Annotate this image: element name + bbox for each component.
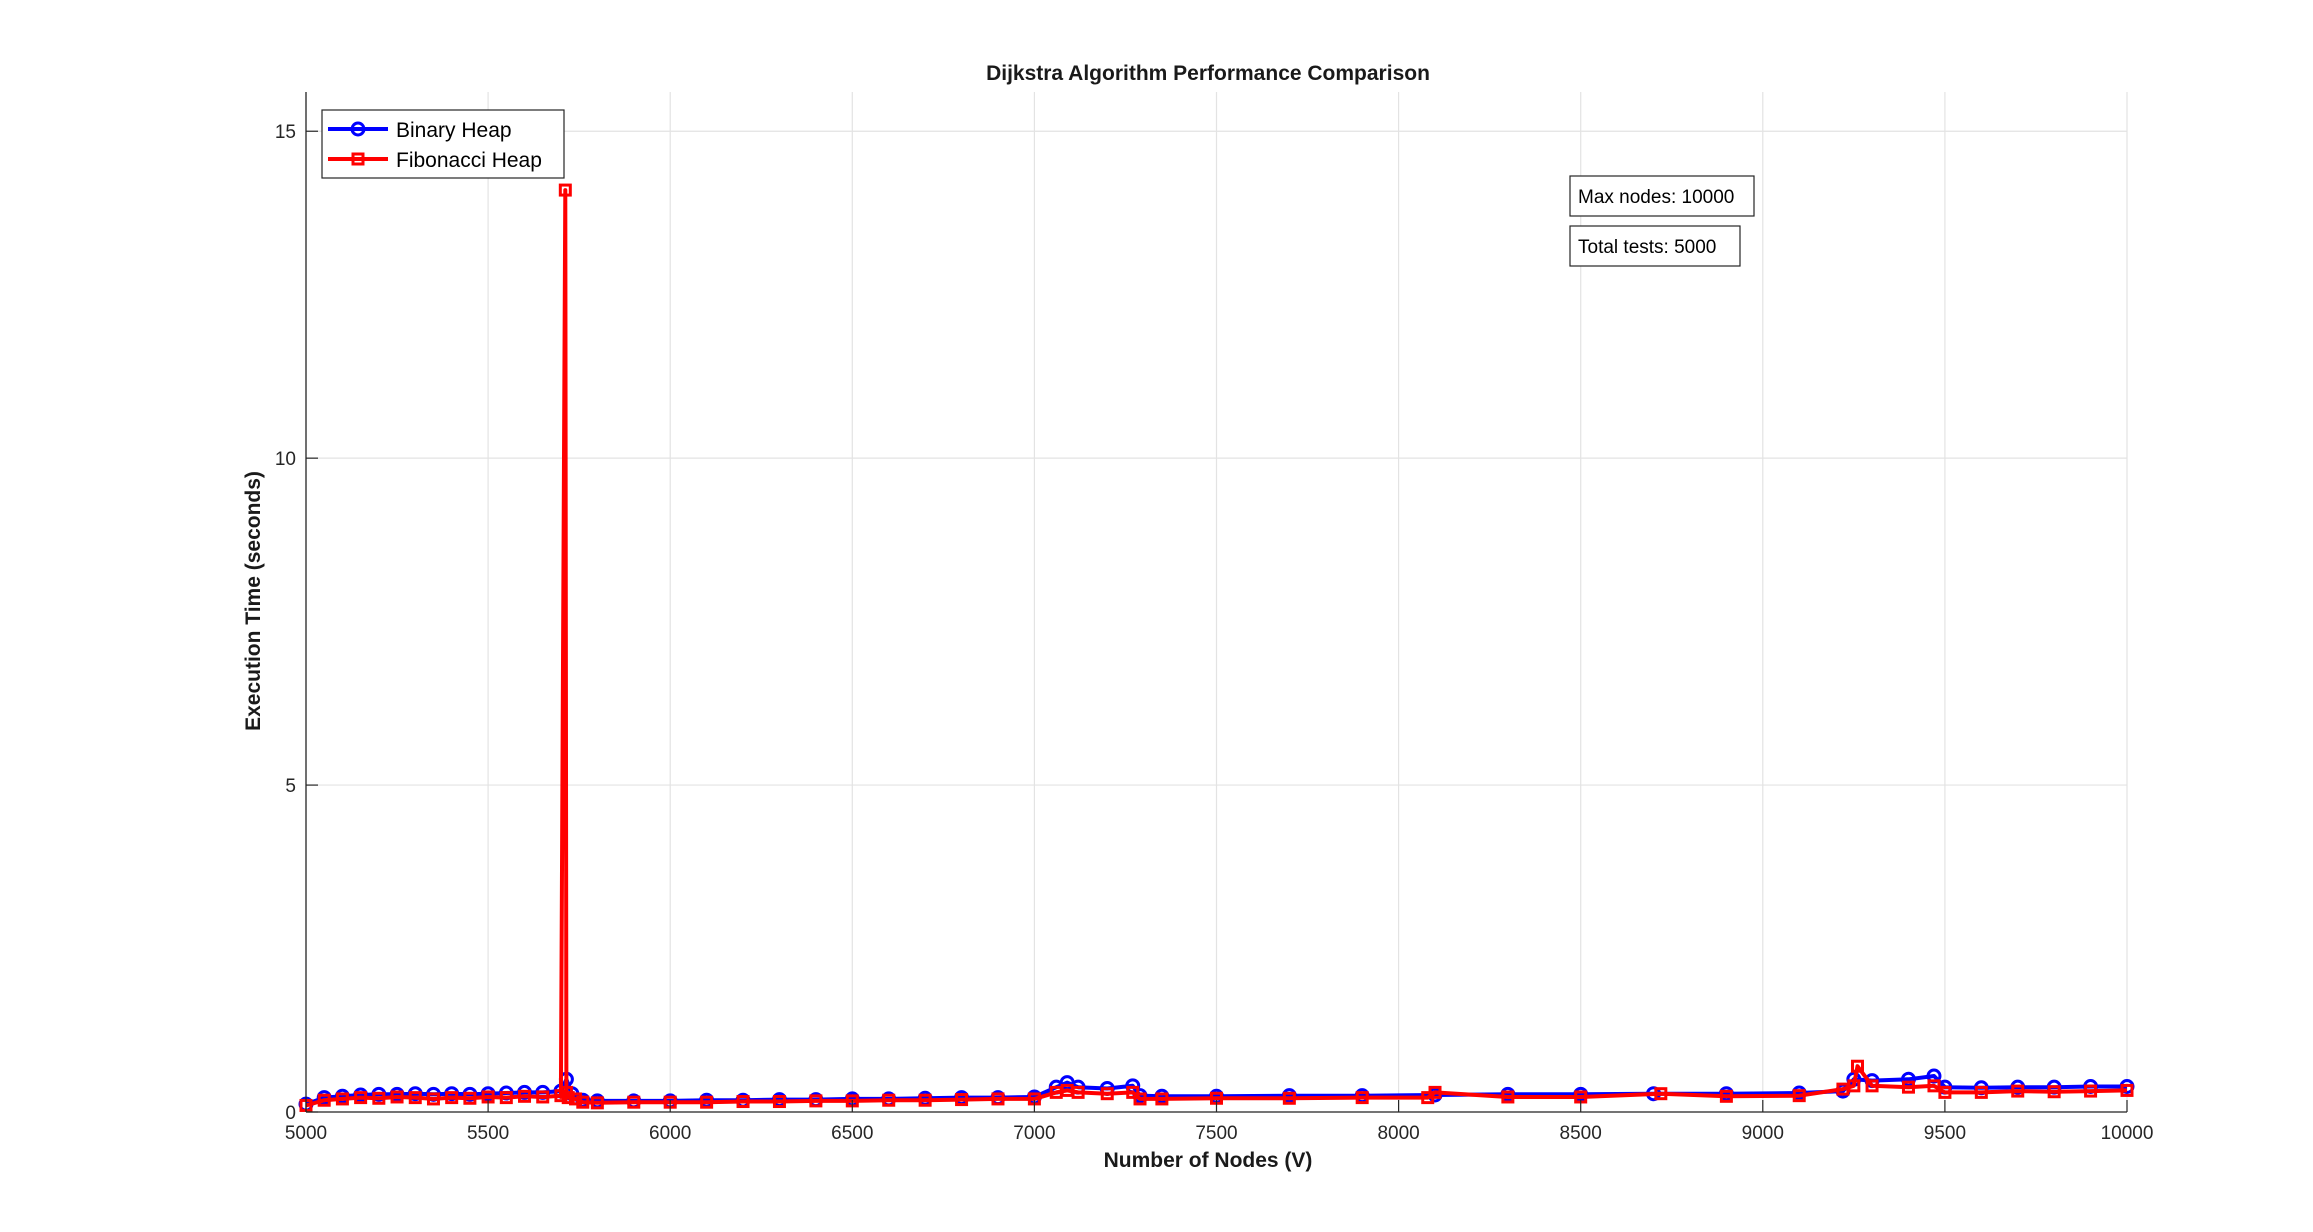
data-point	[1847, 1079, 1861, 1093]
tick-labels: 5000 5500 6000 6500 7000 7500 8000 8500 9000 9500…	[275, 122, 2154, 1144]
x-axis-label: Number of Nodes (V)	[1104, 1149, 1313, 1172]
x-tick-label: 8500	[1560, 1123, 1602, 1144]
data-point	[590, 1096, 604, 1110]
data-point	[2084, 1084, 2098, 1098]
data-point	[558, 183, 572, 197]
annotation-total-tests: Total tests: 5000	[1569, 225, 1741, 267]
x-tick-label: 7500	[1195, 1123, 1237, 1144]
data-point	[576, 1095, 590, 1109]
data-point	[700, 1095, 714, 1109]
data-point	[736, 1095, 750, 1109]
data-point	[354, 1091, 368, 1105]
data-point	[426, 1092, 440, 1106]
legend-label-fibonacci-heap: Fibonacci Heap	[396, 149, 542, 172]
data-point	[1155, 1092, 1169, 1106]
legend-box	[321, 109, 565, 179]
data-point	[1355, 1091, 1369, 1105]
data-point	[408, 1091, 422, 1105]
y-axis-label: Execution Time (seconds)	[242, 471, 265, 731]
data-point	[1974, 1085, 1988, 1099]
data-point	[561, 1091, 575, 1105]
y-tick-label: 5	[285, 776, 296, 797]
data-point	[1901, 1080, 1915, 1094]
x-tick-label: 7000	[1013, 1123, 1055, 1144]
data-point	[1282, 1091, 1296, 1105]
data-point	[991, 1092, 1005, 1106]
data-point	[772, 1095, 786, 1109]
data-point	[445, 1091, 459, 1105]
data-point	[1428, 1085, 1442, 1099]
data-point	[335, 1092, 349, 1106]
data-point	[882, 1093, 896, 1107]
data-point	[1719, 1089, 1733, 1103]
data-point	[1100, 1087, 1114, 1101]
data-point	[1938, 1085, 1952, 1099]
x-tick-label: 9500	[1924, 1123, 1966, 1144]
data-point	[1501, 1090, 1515, 1104]
x-tick-label: 10000	[2101, 1123, 2154, 1144]
x-tick-label: 6500	[831, 1123, 873, 1144]
series-line	[305, 188, 2128, 1108]
data-point	[918, 1093, 932, 1107]
legend-label-binary-heap: Binary Heap	[396, 119, 512, 142]
legend-marker-circle-icon	[350, 121, 366, 137]
legend-entry-fibonacci-heap: Fibonacci Heap	[328, 149, 542, 172]
data-point	[518, 1089, 532, 1103]
x-tick-label: 8000	[1377, 1123, 1419, 1144]
data-point	[627, 1095, 641, 1109]
series-fibonacci-heap	[299, 183, 2134, 1112]
data-point	[2011, 1084, 2025, 1098]
x-tick-label: 5500	[467, 1123, 509, 1144]
x-tick-label: 9000	[1742, 1123, 1784, 1144]
x-tick-label: 6000	[649, 1123, 691, 1144]
data-point	[809, 1094, 823, 1108]
data-point	[1126, 1085, 1140, 1099]
annotation-max-nodes: Max nodes: 10000	[1569, 175, 1755, 217]
data-point	[499, 1091, 513, 1105]
y-tick-label: 0	[285, 1103, 296, 1124]
data-point	[1927, 1079, 1941, 1093]
data-point	[1850, 1059, 1864, 1073]
data-point	[955, 1093, 969, 1107]
legend-marker-square-icon	[351, 152, 365, 166]
legend: Binary Heap Fibonacci Heap	[321, 109, 565, 179]
data-point	[1865, 1079, 1879, 1093]
axes	[305, 92, 2128, 1113]
legend-entry-binary-heap: Binary Heap	[328, 119, 512, 142]
data-point	[317, 1093, 331, 1107]
data-point	[1071, 1085, 1085, 1099]
data-point	[390, 1090, 404, 1104]
y-tick-label: 15	[275, 122, 296, 143]
data-point	[372, 1091, 386, 1105]
data-point	[2047, 1085, 2061, 1099]
annotation-total-tests-text: Total tests: 5000	[1578, 237, 1716, 258]
data-point	[569, 1092, 583, 1106]
annotation-max-nodes-box	[1569, 175, 1755, 217]
data-point	[536, 1090, 550, 1104]
data-point	[1654, 1087, 1668, 1101]
chart-title: Dijkstra Algorithm Performance Compariso…	[986, 62, 1430, 85]
data-point	[1133, 1092, 1147, 1106]
annotation-total-tests-box	[1569, 225, 1741, 267]
data-point	[463, 1091, 477, 1105]
data-point	[1792, 1089, 1806, 1103]
annotation-max-nodes-text: Max nodes: 10000	[1578, 187, 1734, 208]
x-tick-label: 5000	[285, 1123, 327, 1144]
y-tick-label: 10	[275, 449, 296, 470]
data-point	[2120, 1083, 2134, 1097]
